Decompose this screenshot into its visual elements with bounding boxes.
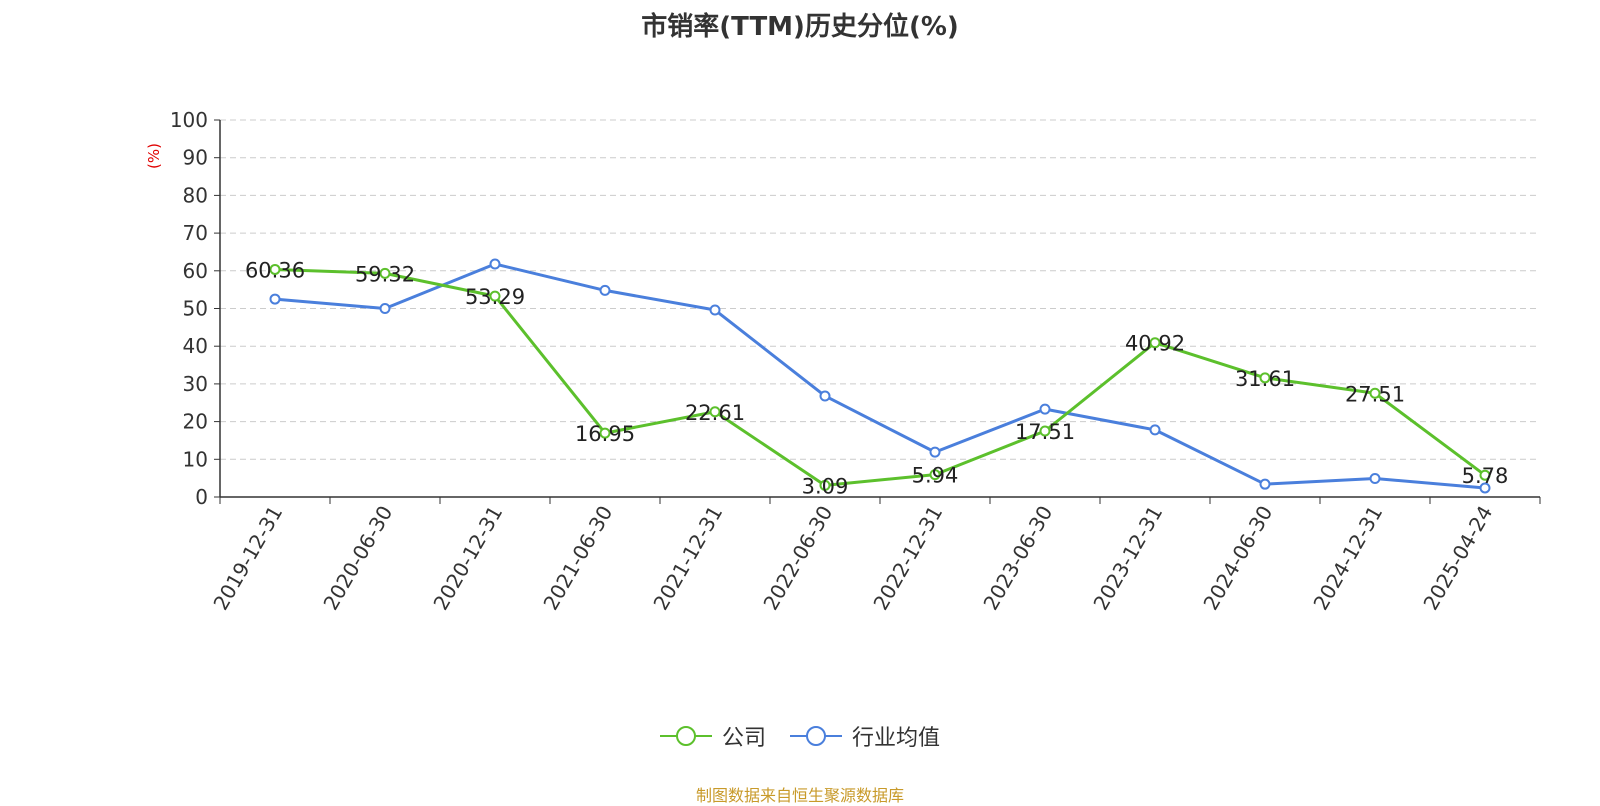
data-point — [709, 304, 721, 316]
data-label: 3.09 — [802, 474, 849, 498]
legend-label-company: 公司 — [721, 726, 766, 751]
data-point — [379, 267, 391, 279]
x-tick-label: 2023-12-31 — [1088, 502, 1167, 615]
x-tick-label: 2024-12-31 — [1308, 502, 1387, 615]
x-tick-label: 2019-12-31 — [208, 502, 287, 615]
data-point — [599, 284, 611, 296]
x-tick-label: 2020-06-30 — [318, 502, 397, 615]
data-label: 59.32 — [355, 262, 415, 286]
data-point — [1259, 478, 1271, 490]
data-point — [489, 258, 501, 270]
y-tick-label: 90 — [183, 146, 208, 170]
x-tick-label: 2022-12-31 — [868, 502, 947, 615]
y-tick-label: 0 — [195, 485, 208, 509]
data-point — [599, 427, 611, 439]
series-layer — [269, 258, 1491, 494]
legend-item-industry[interactable]: 行业均值 — [790, 720, 940, 752]
data-label: 31.61 — [1235, 367, 1295, 391]
data-point — [1039, 403, 1051, 415]
y-tick-label: 60 — [183, 259, 208, 283]
data-label: 5.78 — [1462, 464, 1509, 488]
legend-label-industry: 行业均值 — [852, 726, 941, 751]
data-label: 60.36 — [245, 258, 305, 282]
legend-line-circle-icon — [790, 726, 842, 746]
data-point — [929, 469, 941, 481]
series-line — [274, 267, 1486, 487]
data-point — [1479, 469, 1491, 481]
data-label: 22.61 — [685, 401, 745, 425]
series-line — [274, 262, 1486, 490]
y-tick-label: 30 — [183, 372, 208, 396]
data-point — [269, 293, 281, 305]
data-label: 16.95 — [575, 422, 635, 446]
grid-lines — [220, 119, 1540, 460]
x-tick-label: 2025-04-24 — [1418, 502, 1497, 615]
x-tick-label: 2021-12-31 — [648, 502, 727, 615]
data-point — [819, 479, 831, 491]
data-point — [489, 290, 501, 302]
data-point — [1149, 337, 1161, 349]
chart-title: 市销率(TTM)历史分位(%) — [641, 12, 959, 42]
data-point — [1369, 473, 1381, 485]
data-label: 17.51 — [1015, 420, 1075, 444]
x-tick-label: 2024-06-30 — [1198, 502, 1277, 615]
data-labels: 60.36 59.32 53.29 16.95 22.61 3.09 5.94 17.51 40… — [245, 258, 1508, 498]
y-tick-label: 80 — [183, 183, 208, 207]
legend-line-circle-icon — [659, 726, 712, 746]
data-label: 53.29 — [465, 285, 525, 309]
data-point — [929, 446, 941, 458]
data-point — [1149, 424, 1161, 436]
source-note: 制图数据来自恒生聚源数据库 — [695, 786, 904, 805]
data-point — [379, 303, 391, 314]
data-point — [269, 263, 281, 275]
data-point — [1259, 372, 1271, 384]
data-point — [1369, 387, 1381, 399]
y-tick-label: 100 — [170, 108, 208, 132]
y-axis-label: (%) — [145, 143, 163, 169]
legend-item-company[interactable]: 公司 — [659, 720, 766, 752]
data-point — [709, 406, 721, 418]
x-tick-label: 2020-12-31 — [428, 502, 507, 615]
y-tick-label: 20 — [183, 410, 208, 434]
data-label: 40.92 — [1125, 332, 1185, 356]
x-tick-label: 2021-06-30 — [538, 502, 617, 615]
legend: 公司 行业均值 — [0, 720, 1600, 752]
y-tick-label: 10 — [183, 447, 208, 471]
axes: 0 10 20 30 40 50 60 70 80 90 100 2019-12-31 2020-06-… — [170, 108, 1541, 615]
data-point — [819, 390, 831, 402]
y-tick-label: 50 — [183, 297, 208, 321]
data-label: 5.94 — [912, 464, 959, 488]
y-tick-label: 70 — [183, 221, 208, 245]
x-tick-label: 2022-06-30 — [758, 502, 837, 615]
x-tick-label: 2023-06-30 — [978, 502, 1057, 615]
data-point — [1479, 482, 1491, 494]
data-label: 27.51 — [1345, 382, 1405, 406]
data-point — [1039, 425, 1051, 437]
y-tick-label: 40 — [183, 334, 208, 358]
